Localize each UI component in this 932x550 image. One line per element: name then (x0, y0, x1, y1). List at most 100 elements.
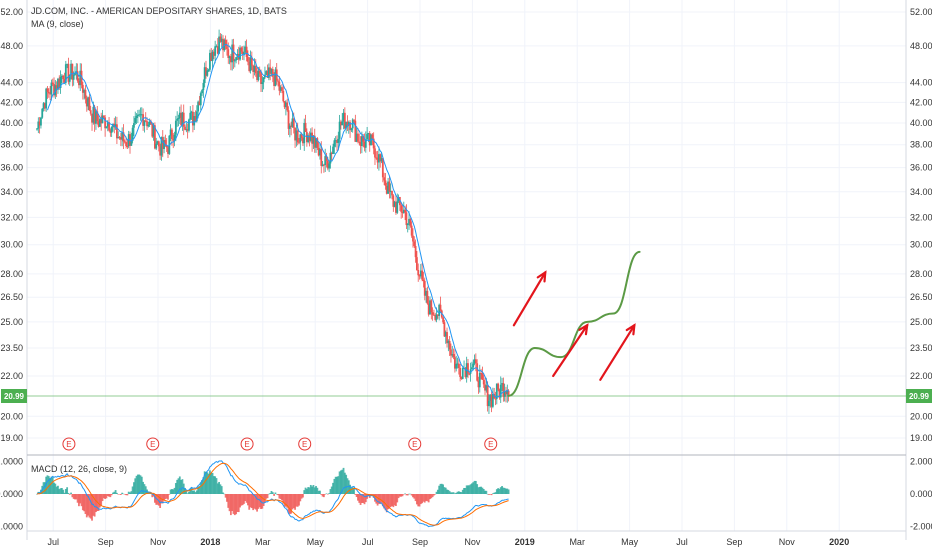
candle-body (484, 384, 486, 391)
candle-body (375, 157, 378, 159)
candle-body (95, 111, 97, 124)
earnings-event-label: E (150, 440, 155, 449)
macd-hist-bar (212, 476, 215, 494)
candle-body (408, 218, 410, 224)
candle-body (364, 139, 367, 148)
candle-body (150, 121, 152, 124)
left-tick-label: 40.00 (0, 118, 23, 128)
macd-hist-bar (402, 494, 405, 495)
macd-hist-bar (126, 494, 129, 496)
candle-body (54, 85, 57, 96)
candle-body (123, 141, 126, 143)
macd-hist-bar (501, 486, 503, 494)
left-tick-label: 19.00 (0, 433, 23, 443)
macd-hist-bar (347, 480, 350, 494)
macd-hist-bar (142, 481, 145, 494)
candle-body (324, 156, 327, 165)
macd-label: MACD (12, 26, close, 9) (31, 464, 127, 474)
macd-hist-bar (358, 494, 361, 503)
macd-hist-bar (485, 490, 488, 494)
right-tick-label: 52.00 (910, 7, 932, 17)
candle-body (228, 56, 231, 58)
candle-body (191, 111, 194, 126)
candle-body (436, 314, 439, 316)
macd-hist-bar (64, 489, 67, 494)
candle-body (254, 66, 257, 74)
macd-right-tick: 0.0000 (910, 489, 932, 499)
right-tick-label: 48.00 (910, 41, 932, 51)
candle-body (341, 121, 344, 126)
right-tick-label: 34.00 (910, 187, 932, 197)
earnings-event-marker[interactable]: E (484, 437, 498, 451)
earnings-event-marker[interactable]: E (408, 437, 422, 451)
candle-body (279, 87, 282, 91)
candle-body (83, 89, 86, 93)
right-tick-label: 40.00 (910, 118, 932, 128)
candle-body (239, 47, 241, 60)
earnings-event-marker[interactable]: E (146, 437, 160, 451)
macd-hist-bar (421, 494, 424, 504)
earnings-event-marker[interactable]: E (62, 437, 76, 451)
right-tick-label: 22.00 (910, 371, 932, 381)
macd-hist-bar (63, 492, 66, 494)
macd-hist-bar (102, 494, 105, 499)
macd-hist-bar (271, 492, 274, 494)
time-tick-label: 2020 (829, 537, 849, 547)
candle-body (461, 367, 464, 379)
candle-body (104, 117, 107, 129)
candle-body (363, 141, 366, 148)
macd-hist-bar (275, 493, 278, 495)
candle-body (298, 142, 300, 144)
macd-hist-bar (503, 487, 506, 494)
candle-body (79, 70, 82, 86)
chart-title: JD.COM, INC. - AMERICAN DEPOSITARY SHARE… (31, 6, 287, 16)
candle-body (219, 36, 222, 42)
macd-hist-bar (201, 480, 203, 494)
candle-body (36, 128, 38, 130)
candle-body (332, 146, 334, 154)
left-tick-label: 25.00 (0, 317, 23, 327)
right-tick-label: 25.00 (910, 317, 932, 327)
candle-body (152, 125, 155, 137)
candle-body (119, 137, 122, 140)
macd-hist-bar (319, 490, 321, 494)
macd-hist-bar (400, 494, 403, 497)
candle-body (84, 89, 87, 99)
candle-body (81, 84, 84, 93)
earnings-event-marker[interactable]: E (240, 437, 254, 451)
time-tick-label: Sep (726, 537, 742, 547)
macd-hist-bar (257, 494, 260, 509)
candle-body (488, 400, 490, 407)
macd-hist-bar (161, 494, 164, 504)
time-tick-label: 2018 (200, 537, 220, 547)
candle-body (316, 138, 319, 148)
macd-hist-bar (493, 492, 496, 494)
macd-hist-bar (447, 489, 450, 494)
trend-arrow-head (578, 323, 589, 336)
trend-arrow-head (536, 270, 547, 283)
macd-hist-bar (46, 475, 49, 494)
macd-hist-bar (351, 487, 354, 494)
candle-body (342, 112, 345, 122)
candle-body (378, 154, 380, 163)
earnings-event-marker[interactable]: E (298, 437, 312, 451)
candle-body (366, 134, 369, 140)
candle-body (222, 38, 224, 51)
macd-hist-bar (309, 484, 312, 494)
candle-body (243, 52, 245, 54)
macd-hist-bar (410, 494, 413, 496)
candle-body (71, 63, 74, 80)
macd-hist-bar (461, 489, 464, 494)
macd-hist-bar (144, 486, 147, 494)
macd-hist-bar (125, 494, 127, 496)
candle-body (214, 46, 217, 56)
macd-hist-bar (189, 488, 192, 494)
macd-hist-bar (452, 492, 455, 494)
candle-body (402, 209, 405, 213)
macd-hist-bar (468, 485, 471, 494)
candle-body (231, 44, 234, 63)
macd-hist-bar (332, 482, 334, 494)
macd-hist-bar (469, 484, 472, 494)
candle-body (448, 340, 451, 350)
